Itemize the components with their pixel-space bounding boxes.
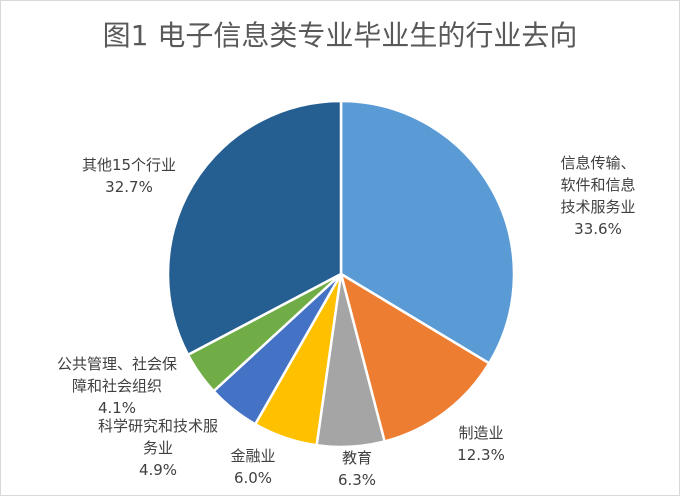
slice-label-info-transmission-software-it-services: 信息传输、软件和信息 技术服务业 33.6% [560, 154, 636, 238]
slice-label-public-admin-social-security: 公共管理、社会保 障和社会组织 4.1% [56, 355, 178, 417]
slice-label-manufacturing: 制造业 12.3% [457, 424, 505, 464]
chart-title: 图1 电子信息类专业毕业生的行业去向 [102, 19, 578, 52]
slice-label-other-15-industries: 其他15个行业 32.7% [81, 156, 177, 196]
pie-slice-6[interactable] [166, 99, 343, 357]
slice-label-education: 教育 6.3% [337, 449, 377, 489]
slice-label-finance: 金融业 6.0% [230, 447, 276, 487]
pie-slice-1[interactable] [339, 272, 491, 443]
slice-label-scientific-research-tech-services: 科学研究和技术服 务业 4.9% [97, 417, 219, 479]
pie-slice-0[interactable] [339, 99, 516, 365]
